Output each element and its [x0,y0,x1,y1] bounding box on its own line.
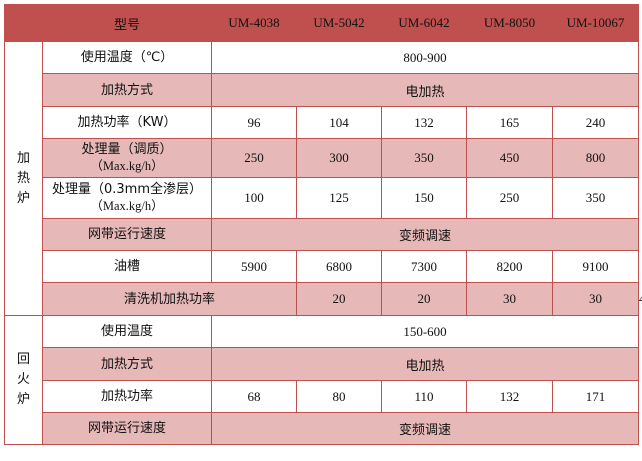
header-model: UM-6042 [381,4,467,42]
cell-value: 9100 [552,250,639,283]
table-row: 网带运行速度 变频调速 [5,412,639,445]
table-row: 加热方式 电加热 [5,73,639,107]
group-label-char: 回 [16,352,30,367]
row-label: 加热方式 [42,73,212,107]
cell-value: 250 [466,177,553,219]
cell-value: 165 [466,106,553,139]
row-label: 使用温度 [42,315,212,348]
row-label: 加热功率（KW） [42,106,212,139]
row-label-line: 处理量（0.3mm全渗层） [51,182,202,197]
cell-value: 450 [466,138,553,178]
row-span-value: 变频调速 [211,218,639,251]
row-span-value: 800-900 [211,41,639,74]
cell-value: 171 [552,380,639,413]
cell-value: 110 [381,380,467,413]
cell-value: 30 [552,282,639,316]
cell-value: 300 [296,138,382,178]
row-label: 加热方式 [42,347,212,381]
cell-value: 150 [381,177,467,219]
header-model: UM-8050 [466,4,553,42]
table-row: 加热炉 使用温度（℃） 800-900 [4,41,639,316]
spec-table: 型号 UM-4038 UM-5042 UM-6042 UM-8050 UM-10… [4,4,642,445]
cell-value: 68 [211,380,297,413]
cell-value: 800 [552,138,639,178]
table-row: 回火炉 使用温度 150-600 [4,315,639,445]
row-label: 加热功率 [42,380,212,413]
header-label: 型号 [42,4,212,42]
group-label-heating-furnace: 加热炉 [4,41,43,316]
row-label-line: 处理量（调质） [81,142,173,157]
cell-value: 250 [211,138,297,178]
header-row: 型号 UM-4038 UM-5042 UM-6042 UM-8050 UM-10… [4,4,639,42]
group-label-tempering-furnace: 回火炉 [4,315,43,445]
table-row: 加热方式 电加热 [5,347,639,381]
row-label: 网带运行速度 [42,218,212,251]
table-row: 油槽 5900 6800 7300 8200 9100 [5,250,639,283]
group-label-char: 炉 [16,392,30,407]
group-label-char: 火 [16,372,30,387]
group-label-char: 加 [16,150,30,166]
cell-value: 20 [381,282,467,316]
cell-value: 125 [296,177,382,219]
row-label: 使用温度（℃） [42,41,212,74]
row-span-value: 变频调速 [211,412,639,445]
washer-label: 清洗机加热功率 [42,282,297,316]
cell-value: 100 [211,177,297,219]
cell-value: 96 [211,106,297,139]
header-model: UM-5042 [296,4,382,42]
cell-value: 30 [466,282,553,316]
table-row: 处理量（0.3mm全渗层） （Max.kg/h） 100 125 150 250… [5,177,639,219]
table-row: 网带运行速度 变频调速 [5,218,639,251]
header-corner [4,4,43,42]
table-row: 加热功率（KW） 96 104 132 165 240 [5,106,639,139]
cell-value: 6800 [296,250,382,283]
cell-value: 104 [296,106,382,139]
cell-value: 350 [381,138,467,178]
cell-value: 80 [296,380,382,413]
table-row: 清洗机加热功率 20 20 30 30 40 [5,282,642,316]
row-label-unit: （Max.kg/h） [90,159,164,173]
table-row: 加热功率 68 80 110 132 171 [5,380,639,413]
cell-value: 132 [381,106,467,139]
group-label-char: 炉 [16,190,30,206]
group-label-char: 热 [16,170,30,186]
row-label: 处理量（调质） （Max.kg/h） [42,138,212,178]
cell-value: 350 [552,177,639,219]
row-label: 网带运行速度 [42,412,212,445]
row-label: 处理量（0.3mm全渗层） （Max.kg/h） [42,177,212,219]
header-model: UM-10067 [552,4,639,42]
table-row: 处理量（调质） （Max.kg/h） 250 300 350 450 800 [5,138,639,178]
cell-value: 8200 [466,250,553,283]
cell-value: 132 [466,380,553,413]
group-label-text: 回火炉 [5,350,42,410]
cell-value: 7300 [381,250,467,283]
group-label-text: 加热炉 [5,149,42,209]
row-span-value: 电加热 [211,347,639,381]
cell-value: 5900 [211,250,297,283]
row-label-unit: （Max.kg/h） [90,199,164,213]
row-span-value: 电加热 [211,73,639,107]
cell-value: 240 [552,106,639,139]
cell-value: 20 [296,282,382,316]
spec-table-container: 型号 UM-4038 UM-5042 UM-6042 UM-8050 UM-10… [4,4,642,445]
header-model: UM-4038 [211,4,297,42]
row-label: 油槽 [42,250,212,283]
row-span-value: 150-600 [211,315,639,348]
